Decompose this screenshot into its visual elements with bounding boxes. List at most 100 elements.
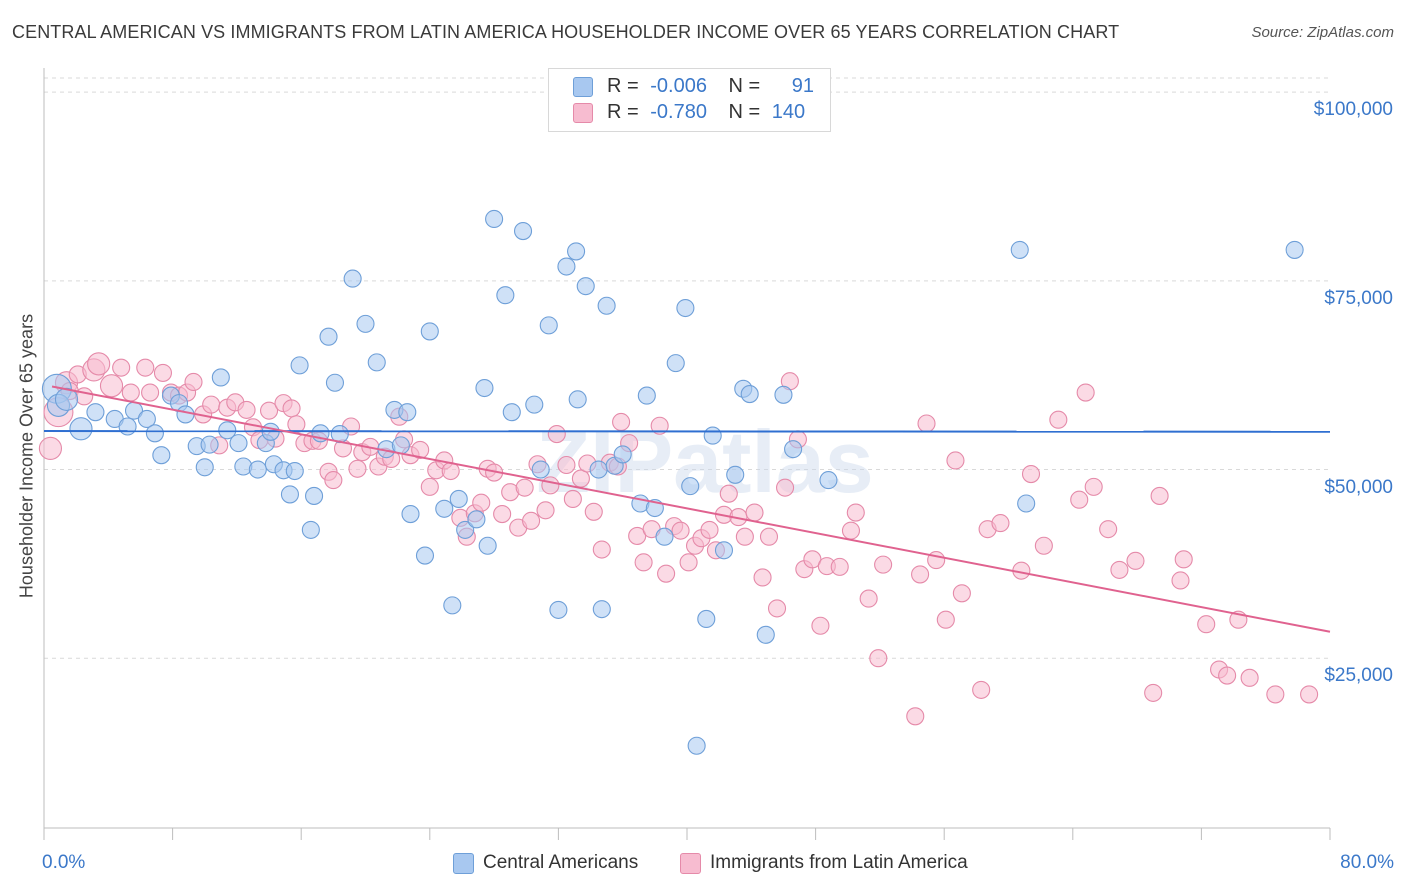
data-point-immigrants xyxy=(411,440,430,459)
data-point-central-americans xyxy=(356,314,375,333)
data-point-central-americans xyxy=(539,316,558,335)
data-point-central-americans xyxy=(343,269,362,288)
data-point-immigrants xyxy=(946,451,965,470)
data-point-central-americans xyxy=(525,395,544,414)
data-point-immigrants xyxy=(1084,477,1103,496)
data-point-immigrants xyxy=(563,489,582,509)
data-point-immigrants xyxy=(874,555,893,574)
data-point-central-americans xyxy=(589,460,608,479)
data-point-central-americans xyxy=(69,417,93,441)
legend-n-value: 91 xyxy=(791,75,815,97)
data-point-immigrants xyxy=(547,425,566,444)
data-point-immigrants xyxy=(282,399,301,418)
data-point-central-americans xyxy=(319,327,338,346)
data-point-central-americans xyxy=(137,409,156,429)
x-tick-label-min: 0.0% xyxy=(42,852,86,873)
data-point-central-americans xyxy=(676,298,695,318)
series-immigrants-points xyxy=(38,352,1319,726)
data-point-immigrants xyxy=(202,395,221,414)
data-point-central-americans xyxy=(398,403,417,422)
data-point-central-americans xyxy=(531,460,550,479)
data-point-immigrants xyxy=(911,565,930,584)
data-point-immigrants xyxy=(1266,685,1285,704)
data-point-central-americans xyxy=(756,625,775,644)
data-point-immigrants xyxy=(657,564,676,583)
data-point-central-americans xyxy=(200,435,219,454)
data-point-central-americans xyxy=(637,386,656,405)
data-point-central-americans xyxy=(1285,240,1304,259)
data-point-central-americans xyxy=(176,405,195,424)
data-point-central-americans xyxy=(697,609,716,629)
data-point-immigrants xyxy=(1099,520,1118,539)
data-point-central-americans xyxy=(513,221,533,241)
data-point-central-americans xyxy=(280,485,299,504)
bottom-legend: Central Americans Immigrants from Latin … xyxy=(0,852,1406,878)
data-point-central-americans xyxy=(784,440,803,459)
data-point-central-americans xyxy=(567,242,586,261)
data-point-central-americans xyxy=(435,499,454,518)
data-point-central-americans xyxy=(290,356,309,375)
data-point-immigrants xyxy=(719,484,738,503)
data-point-immigrants xyxy=(592,540,611,559)
data-point-immigrants xyxy=(1174,550,1193,569)
data-point-immigrants xyxy=(99,374,124,398)
data-point-central-americans xyxy=(475,378,494,398)
data-point-central-americans xyxy=(557,257,576,276)
data-point-immigrants xyxy=(515,478,534,497)
data-point-immigrants xyxy=(906,707,925,726)
legend-r-value: -0.006 xyxy=(650,75,707,97)
data-point-immigrants xyxy=(1171,571,1190,590)
data-point-immigrants xyxy=(1076,383,1095,402)
data-point-immigrants xyxy=(348,459,367,478)
data-point-immigrants xyxy=(584,502,603,521)
data-point-central-americans xyxy=(415,546,435,565)
data-point-central-americans xyxy=(726,465,745,484)
data-point-immigrants xyxy=(184,372,203,392)
data-point-immigrants xyxy=(38,436,63,460)
data-point-immigrants xyxy=(1110,560,1129,579)
data-point-immigrants xyxy=(1218,666,1237,685)
data-point-central-americans xyxy=(401,505,420,524)
data-point-central-americans xyxy=(229,434,248,453)
data-point-immigrants xyxy=(634,553,653,572)
data-point-central-americans xyxy=(592,600,611,619)
data-point-central-americans xyxy=(1017,494,1036,513)
bottom-legend-swatch-blue xyxy=(453,853,474,874)
legend-swatch-pink xyxy=(573,103,593,123)
data-point-central-americans xyxy=(502,403,521,422)
legend-n-value: 140 xyxy=(771,101,806,123)
trend-lines xyxy=(43,385,1331,633)
data-point-immigrants xyxy=(972,680,991,699)
data-point-immigrants xyxy=(541,476,560,495)
data-point-central-americans xyxy=(86,403,105,422)
data-point-immigrants xyxy=(1021,465,1041,484)
bottom-legend-label: Central Americans xyxy=(483,852,639,873)
data-point-immigrants xyxy=(259,401,279,420)
data-point-immigrants xyxy=(846,503,865,522)
data-point-immigrants xyxy=(869,649,888,668)
data-point-immigrants xyxy=(936,610,955,629)
data-point-immigrants xyxy=(1197,615,1216,634)
data-point-immigrants xyxy=(991,514,1010,533)
data-point-central-americans xyxy=(681,477,700,496)
data-point-immigrants xyxy=(745,503,764,522)
data-point-central-americans xyxy=(740,385,759,404)
data-point-immigrants xyxy=(1049,410,1068,429)
data-point-immigrants xyxy=(679,553,698,572)
data-point-immigrants xyxy=(671,521,690,540)
legend-r-label: R = xyxy=(607,101,639,123)
x-tick-label-max: 80.0% xyxy=(1340,852,1394,873)
data-point-immigrants xyxy=(1034,536,1053,555)
data-point-central-americans xyxy=(301,520,320,539)
chart-source: Source: ZipAtlas.com xyxy=(1251,24,1394,41)
legend-r-value: -0.780 xyxy=(650,101,707,123)
data-point-immigrants xyxy=(1144,683,1163,702)
data-point-central-americans xyxy=(467,510,486,529)
data-point-immigrants xyxy=(1240,668,1259,687)
data-point-central-americans xyxy=(367,353,386,372)
data-point-central-americans xyxy=(655,527,674,546)
data-point-immigrants xyxy=(612,412,631,432)
series-central-americans-points xyxy=(41,209,1304,755)
data-point-immigrants xyxy=(571,469,590,488)
data-point-immigrants xyxy=(735,527,754,546)
